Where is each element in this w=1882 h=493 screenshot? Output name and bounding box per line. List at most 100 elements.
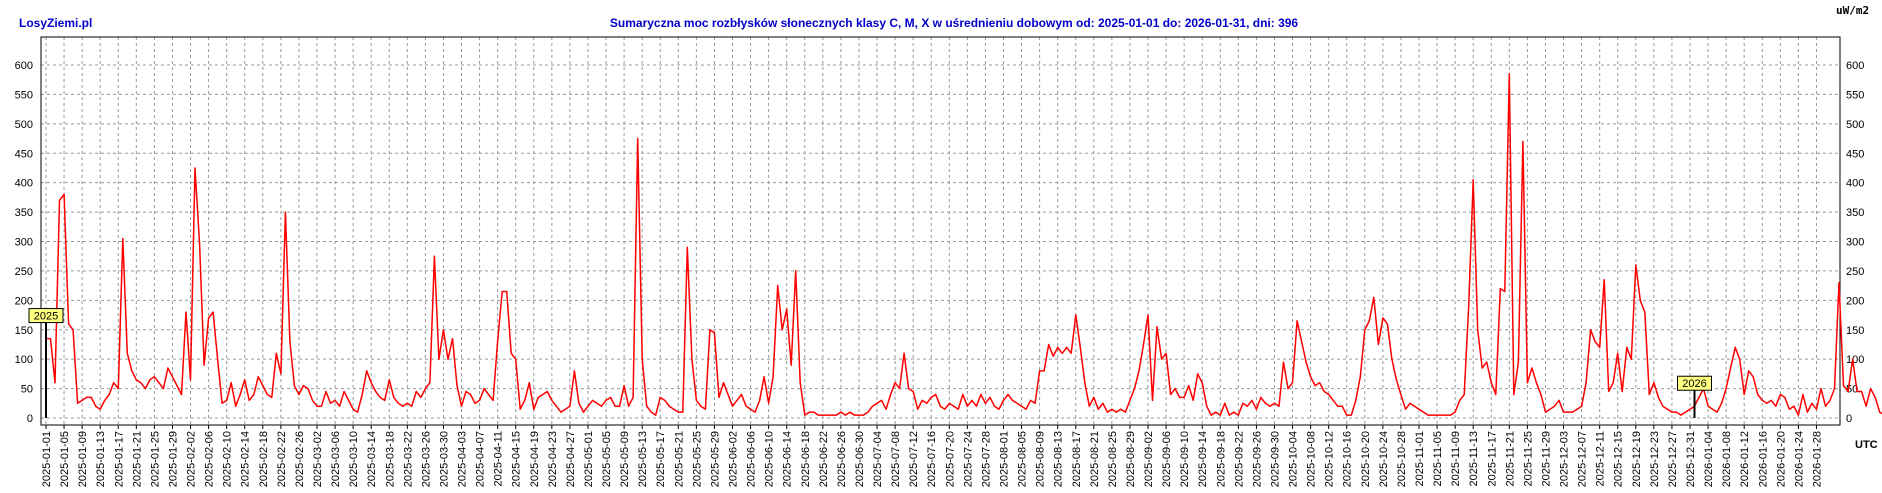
x-tick-label: 2025-11-17 [1486,431,1498,486]
x-tick-label: 2025-08-09 [1035,431,1047,487]
data-point [77,402,79,404]
data-point [1824,405,1827,407]
x-tick-label: 2025-12-27 [1667,431,1679,487]
data-point [1224,402,1226,404]
data-point [546,390,548,393]
x-tick-label: 2025-07-16 [926,431,938,487]
data-point [1472,179,1474,181]
data-point [271,396,273,398]
y-tick-label-left: 350 [15,207,33,219]
x-tick-label: 2025-05-25 [691,431,703,487]
data-point [939,405,941,407]
y-tick-label-left: 50 [21,384,33,396]
x-tick-label: 2025-07-20 [944,431,956,487]
data-point [131,370,133,372]
data-point [1599,346,1601,348]
data-point [81,399,83,401]
data-point [1468,305,1470,307]
data-point [235,405,237,407]
data-point [1368,320,1370,322]
data-point [1310,376,1312,378]
data-point [1662,405,1664,407]
data-point [167,367,169,369]
utc-label: UTC [1855,439,1878,451]
data-point [1531,367,1533,369]
x-tick-label: 2025-11-13 [1468,431,1480,486]
data-point [1716,411,1718,413]
data-point [1373,296,1375,298]
x-tick-label: 2025-12-07 [1577,431,1589,487]
data-point [501,290,503,293]
x-tick-label: 2025-05-13 [637,431,649,487]
x-tick-label: 2025-05-01 [583,431,595,487]
unit-label: uW/m2 [1836,4,1869,17]
data-point [1608,390,1610,393]
data-point [1133,388,1136,390]
data-point [1350,414,1352,416]
data-point [433,255,435,257]
data-point [763,376,765,378]
data-point [1558,399,1560,401]
data-point [953,405,955,407]
x-tick-label: 2025-12-15 [1613,431,1625,487]
data-point [298,393,300,396]
data-point [890,393,892,396]
data-point [479,399,481,401]
x-tick-label: 2025-10-12 [1324,431,1336,487]
data-point [162,388,164,390]
data-point [795,270,797,272]
data-point [1779,393,1781,396]
data-point [149,379,151,381]
data-point [745,405,747,407]
data-point [402,405,404,407]
data-point [1639,299,1641,301]
data-point [95,405,97,407]
x-tick-label: 2025-02-06 [204,431,216,487]
x-tick-label: 2025-11-25 [1522,431,1534,486]
data-point [808,411,810,413]
data-point [248,399,250,401]
data-point [1603,279,1605,281]
y-tick-label-right: 250 [1846,266,1864,278]
data-point [1797,414,1799,416]
data-point [596,402,598,404]
data-point [555,405,558,407]
x-tick-label: 2025-05-17 [655,431,667,487]
site-name[interactable]: LosyZiemi.pl [19,16,92,30]
data-point [686,246,688,248]
data-point [1612,382,1614,384]
data-point [709,329,711,331]
x-tick-label: 2025-03-18 [384,431,396,487]
y-tick-label-left: 600 [15,60,33,72]
data-point [1301,340,1303,343]
data-point [862,414,865,416]
data-point [1522,140,1524,143]
year-marker-box [1677,375,1713,391]
x-tick-label: 2025-02-26 [294,431,306,487]
data-point [1409,402,1411,404]
data-point [736,399,738,401]
data-point [1395,379,1397,381]
data-point [610,396,612,398]
data-point [1481,367,1483,369]
data-point [641,358,643,360]
data-point [1852,358,1854,360]
x-tick-label: 2026-01-08 [1721,431,1733,487]
data-point [962,393,964,396]
data-point [1106,411,1108,413]
data-point [1097,408,1099,410]
data-point [411,405,413,407]
x-tick-label: 2025-02-10 [222,431,234,487]
data-point [54,382,56,384]
data-point [524,399,526,401]
data-point [447,358,449,360]
data-point [275,352,277,354]
data-point [754,411,756,413]
data-point [1477,329,1479,331]
data-point [817,414,819,416]
data-point [560,411,562,413]
data-point [1617,352,1619,354]
data-point [1341,405,1343,407]
x-tick-label: 2025-01-09 [77,431,89,487]
data-point [1048,343,1050,346]
